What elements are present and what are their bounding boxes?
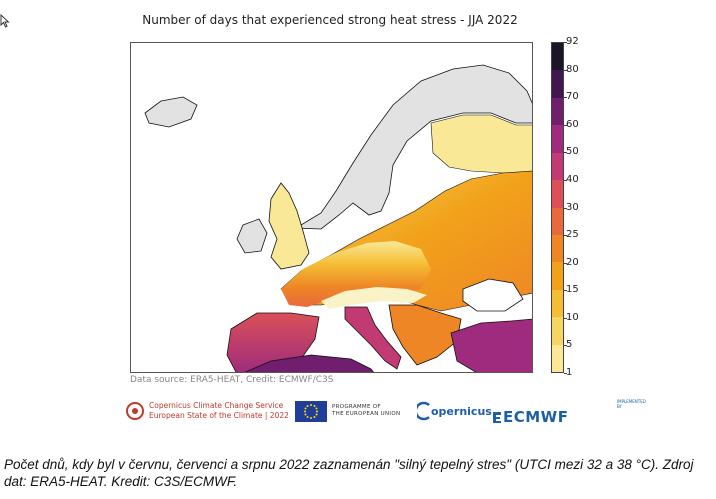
legend-color-9 — [552, 290, 563, 317]
legend-tick-label: 1 — [566, 368, 572, 378]
legend-color-8 — [552, 262, 563, 289]
ecmwf-icon — [491, 410, 503, 424]
region-iceland — [145, 97, 197, 127]
region-finland — [431, 115, 533, 173]
legend-color-1 — [552, 70, 563, 97]
legend-color-2 — [552, 98, 563, 125]
legend-tick-label: 50 — [566, 147, 579, 157]
legend-tick-label: 15 — [566, 285, 579, 295]
legend-color-4 — [552, 153, 563, 180]
copernicus-icon — [417, 401, 431, 421]
legend-tick-label: 5 — [566, 340, 572, 350]
c3s-line2: European State of the Climate | 2022 — [149, 411, 289, 421]
logo-row: Copernicus Climate Change Service Europe… — [125, 396, 565, 426]
legend-tick-label: 92 — [566, 37, 579, 47]
c3s-icon — [125, 401, 145, 421]
eu-line1: PROGRAMME OF — [332, 404, 400, 411]
region-ireland — [237, 219, 267, 253]
eu-logo: PROGRAMME OF THE EUROPEAN UNION — [295, 396, 400, 426]
legend-tick-label: 60 — [566, 120, 579, 130]
legend-color-10 — [552, 317, 563, 344]
legend-colorbar — [551, 42, 564, 373]
legend-color-6 — [552, 208, 563, 235]
legend-tick-label: 70 — [566, 92, 579, 102]
copernicus-text: opernicus — [431, 405, 492, 418]
legend-color-0 — [552, 43, 563, 70]
heat-stress-map[interactable] — [130, 42, 533, 373]
legend-tick-label: 30 — [566, 203, 579, 213]
legend-tick-label: 40 — [566, 175, 579, 185]
mouse-cursor-icon — [0, 14, 10, 28]
legend-tick-label: 25 — [566, 230, 579, 240]
eu-flag-icon — [295, 401, 327, 422]
legend-tick-label: 20 — [566, 258, 579, 268]
legend-color-3 — [552, 125, 563, 152]
figure-caption: Počet dnů, kdy byl v červnu, červenci a … — [4, 456, 710, 490]
legend-color-5 — [552, 180, 563, 207]
ecmwf-text: ECMWF — [503, 408, 568, 426]
ecmwf-logo: ECMWF — [491, 402, 568, 432]
ecmwf-tagline: IMPLEMENTED BY — [617, 399, 646, 409]
legend-tick-label: 80 — [566, 65, 579, 75]
c3s-line1: Copernicus Climate Change Service — [149, 401, 289, 411]
legend-color-11 — [552, 345, 563, 372]
copernicus-logo: opernicus — [417, 396, 492, 426]
region-turkey — [451, 319, 533, 373]
c3s-logo: Copernicus Climate Change Service Europe… — [125, 396, 289, 426]
data-source: Data source: ERA5-HEAT, Credit: ECMWF/C3… — [130, 375, 334, 385]
legend-color-7 — [552, 235, 563, 262]
legend-tick-label: 10 — [566, 313, 579, 323]
map-title: Number of days that experienced strong h… — [130, 13, 530, 27]
eu-line2: THE EUROPEAN UNION — [332, 411, 400, 418]
